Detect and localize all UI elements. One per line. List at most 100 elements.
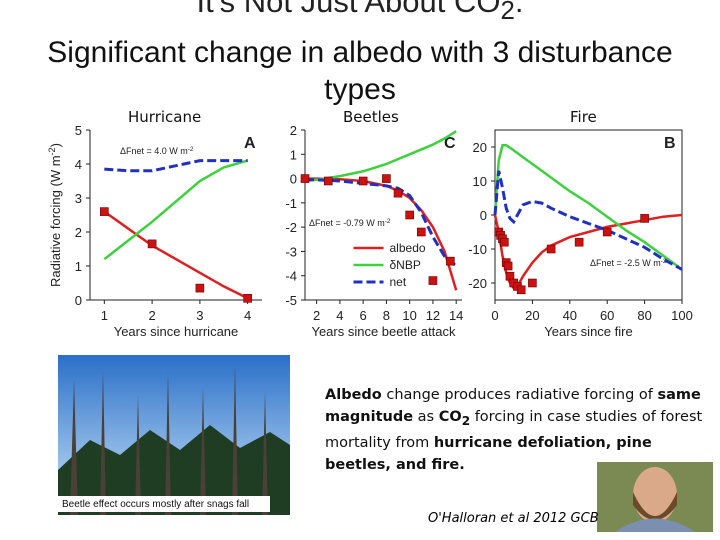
text-run: Radiative forcing (W m [48,155,63,286]
text-run: -2 [385,218,391,225]
y-tick-label: 1 [75,259,82,274]
series-line [493,144,683,271]
x-tick-label: 1 [101,308,108,323]
observation-marker [100,207,109,216]
series-line [104,159,248,173]
summary: Albedo change produces radiative forcing… [325,384,705,476]
x-tick-label: 0 [491,308,498,323]
slide-subtitle: Significant change in albedo with 3 dist… [47,36,673,106]
photo-caption: Beetle effect occurs mostly after snags … [62,499,249,510]
x-tick-label: 14 [449,308,463,323]
legend-label: δNBP [390,258,421,272]
legend-label: net [390,275,407,289]
panel-letter: C [444,135,456,152]
observation-marker [147,239,157,249]
text-run: Albedo [325,387,382,403]
text-run: 2 [461,413,471,428]
text-run: -2 [188,146,194,153]
series-line [493,213,683,290]
annotation: ΔFnet = -2.5 W m-2 [590,258,667,269]
text-run: -2 [661,258,667,265]
y-axis-label: Radiative forcing (W m-2) [47,143,63,287]
y-tick-label: -10 [468,242,487,257]
observation-marker [300,174,310,183]
y-tick-label: 0 [480,208,487,223]
y-tick-label: 3 [75,191,82,206]
x-axis-label: Years since beetle attack [311,324,456,339]
y-tick-label: 4 [75,157,82,172]
panel-label: Beetles [343,108,399,126]
x-tick-label: 4 [244,308,251,323]
series-line [103,159,249,261]
slide-title: It's Not Just About CO2: [0,0,720,26]
forest-photo [58,355,290,515]
observation-marker [574,237,584,247]
text-run: change produces radiative forcing of [381,387,658,403]
observation-marker [546,244,556,254]
y-tick-label: -5 [285,293,297,308]
text-run: ΔFnet = -2.5 W m [590,258,661,268]
observation-marker [503,261,513,271]
text-run: as [413,409,439,425]
text-run: : [514,0,524,19]
x-tick-label: 60 [600,308,614,323]
author-photo [597,462,713,532]
text-run: same magnitude [325,387,701,425]
observation-marker [243,293,252,303]
panel-letter: B [664,135,676,152]
panel-letter: A [244,135,256,152]
x-tick-label: 3 [196,308,203,323]
text-run: ) [48,143,63,147]
text-run: CO [438,409,462,425]
y-tick-label: 2 [290,123,297,138]
x-tick-label: 4 [336,308,343,323]
x-tick-label: 2 [148,308,155,323]
y-tick-label: 0 [290,172,297,187]
citation: O'Halloran et al 2012 GCB [428,511,599,526]
series-line [103,210,249,300]
observation-marker [393,188,403,198]
legend-label: albedo [390,241,426,255]
x-tick-label: 8 [383,308,390,323]
text-run: hurricane defoliation, pine beetles, and… [325,434,652,473]
observation-marker [382,174,391,183]
text-run: ΔFnet = 4.0 W m [120,146,188,156]
series-line [304,130,457,183]
x-tick-label: 20 [525,308,539,323]
annotation: ΔFnet = 4.0 W m-2 [120,146,194,157]
observation-marker [323,176,333,186]
text-run: -2 [47,147,57,155]
y-tick-label: 20 [473,140,487,155]
y-tick-label: 10 [473,174,487,189]
y-tick-label: -4 [285,269,297,284]
text-run: ΔFnet = -0.79 W m [309,218,385,228]
observation-marker [358,176,368,186]
y-tick-label: 0 [75,293,82,308]
observation-marker [446,256,455,266]
series-line [305,177,458,291]
x-tick-label: 2 [313,308,320,323]
x-tick-label: 12 [426,308,440,323]
y-tick-label: 1 [290,147,297,162]
text-run: 2 [500,0,515,26]
panel-label: Fire [570,108,597,126]
y-tick-label: -20 [468,276,487,291]
observation-marker [405,210,414,220]
x-tick-label: 10 [402,308,416,323]
observation-marker [602,227,612,237]
text-run: It's Not Just About CO [196,0,501,19]
x-tick-label: 100 [671,308,693,323]
x-tick-label: 80 [637,308,651,323]
y-tick-label: -3 [285,244,297,259]
observation-marker [428,276,438,285]
x-axis-label: Years since hurricane [114,324,239,339]
observation-marker [640,214,649,223]
panel-label: Hurricane [128,108,202,126]
x-tick-label: 6 [360,308,367,323]
series-line [493,170,683,271]
y-tick-label: 5 [75,123,82,138]
x-tick-label: 40 [563,308,577,323]
y-tick-label: -1 [285,196,297,211]
observation-marker [195,283,205,293]
